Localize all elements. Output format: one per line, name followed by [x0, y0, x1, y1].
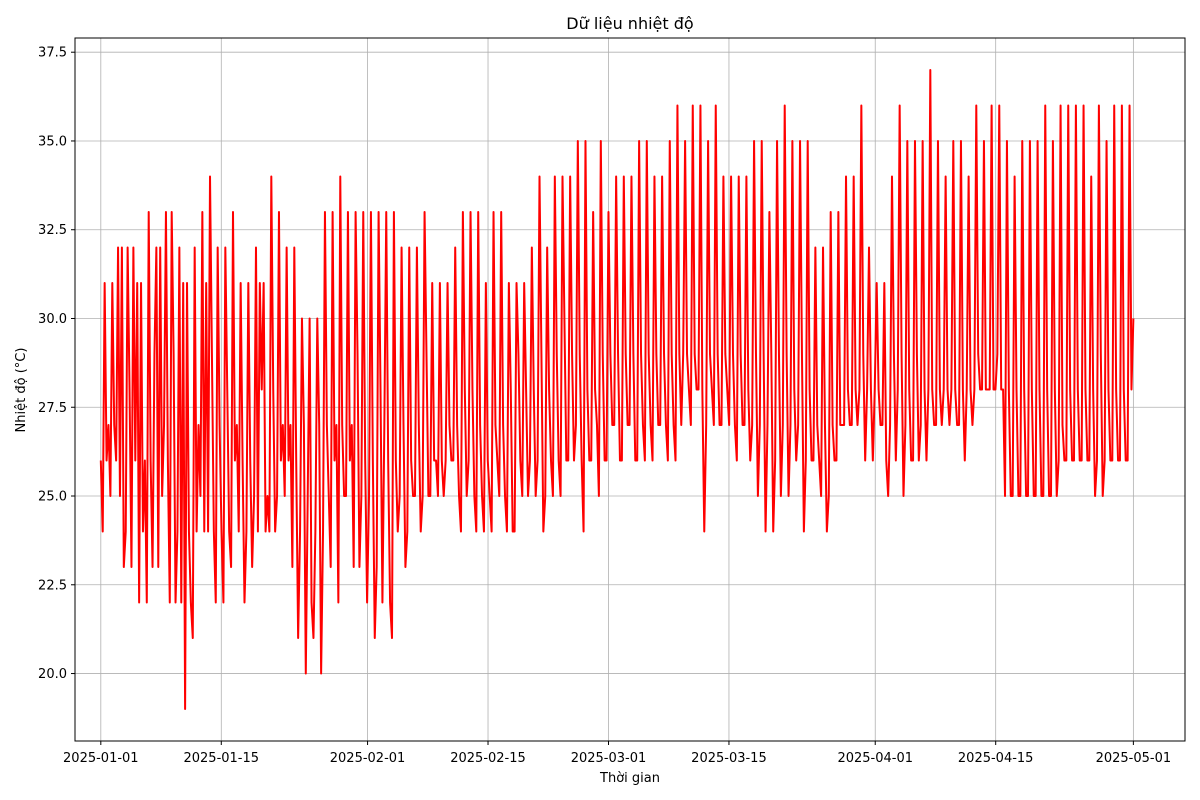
y-tick-label: 25.0	[38, 490, 67, 505]
y-tick-label: 32.5	[38, 223, 67, 238]
y-tick-label: 35.0	[38, 134, 67, 149]
y-tick-label: 37.5	[38, 46, 67, 61]
x-tick-label: 2025-04-01	[837, 751, 913, 766]
y-axis: 20.0 22.5 25.0 27.5 30.0 32.5 35.0 37.5	[38, 46, 75, 682]
x-tick-label: 2025-03-01	[571, 751, 647, 766]
plot-frame	[74, 37, 1186, 742]
x-tick-label: 2025-02-01	[330, 751, 406, 766]
x-tick-label: 2025-01-01	[63, 751, 139, 766]
x-tick-label: 2025-01-15	[183, 751, 259, 766]
y-axis-title: Nhiệt độ (°C)	[14, 348, 29, 433]
y-tick-label: 22.5	[38, 578, 67, 593]
x-axis-title: Thời gian	[599, 771, 660, 786]
x-tick-label: 2025-05-01	[1096, 751, 1172, 766]
x-tick-label: 2025-04-15	[958, 751, 1034, 766]
chart-title: Dữ liệu nhiệt độ	[566, 14, 693, 33]
series-layer	[99, 68, 1135, 711]
y-tick-label: 20.0	[38, 667, 67, 682]
y-tick-label: 27.5	[38, 401, 67, 416]
temperature-series-line	[99, 68, 1135, 711]
y-tick-label: 30.0	[38, 312, 67, 327]
x-tick-label: 2025-02-15	[450, 751, 526, 766]
x-tick-label: 2025-03-15	[691, 751, 767, 766]
x-axis: 2025-01-01 2025-01-15 2025-02-01 2025-02-15…	[63, 741, 1171, 766]
